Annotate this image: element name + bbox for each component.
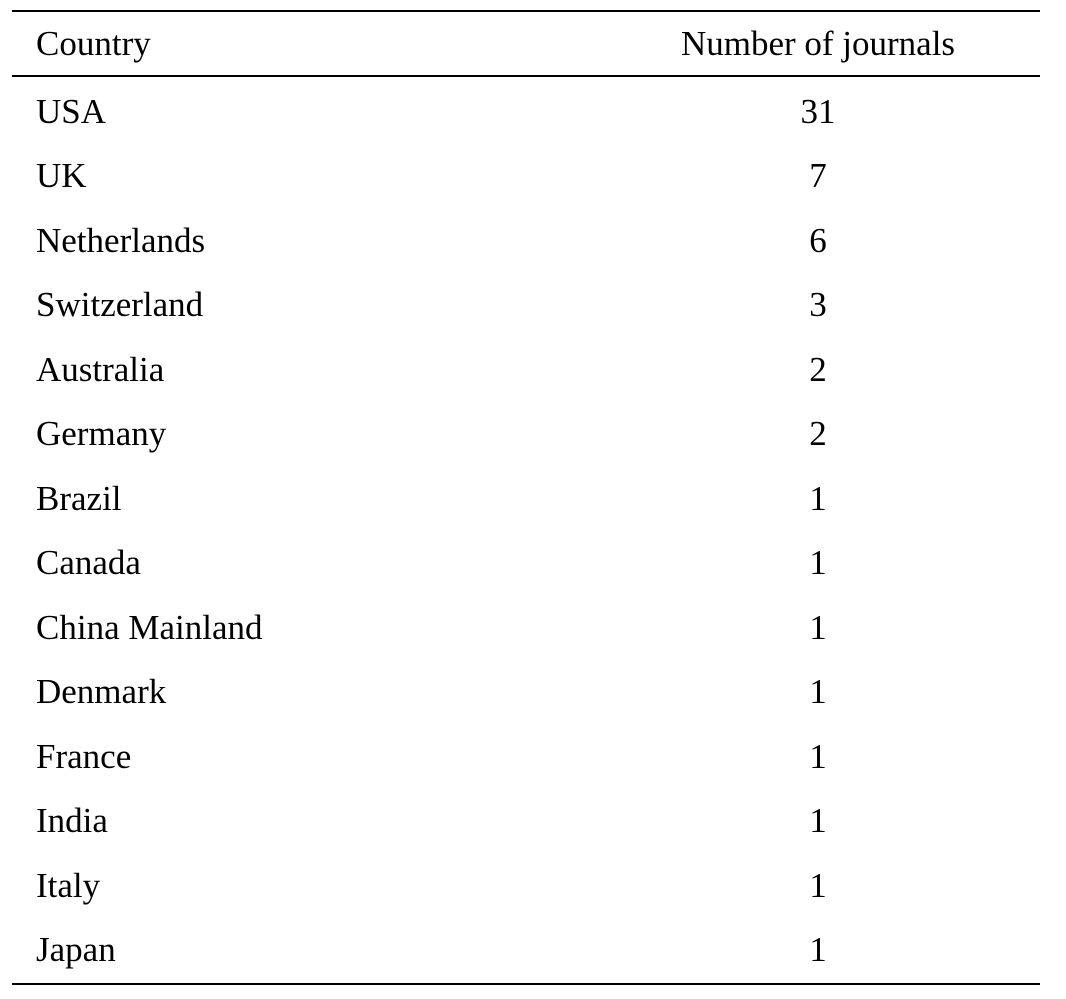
- country-cell: Germany: [36, 414, 167, 454]
- table-row: USA 31: [12, 79, 1040, 144]
- country-cell: Denmark: [36, 672, 167, 712]
- country-cell: India: [36, 801, 108, 841]
- table-row: Australia 2: [12, 337, 1040, 402]
- top-rule: [12, 10, 1040, 12]
- country-cell: Brazil: [36, 478, 122, 518]
- table-row: France 1: [12, 724, 1040, 789]
- country-cell: France: [36, 736, 132, 776]
- table-row: Netherlands 6: [12, 208, 1040, 273]
- journal-count-cell: 7: [809, 156, 827, 196]
- table-row: Denmark 1: [12, 660, 1040, 725]
- table-body: USA 31 UK 7 Netherlands 6 Switzerland 3 …: [12, 77, 1040, 983]
- table-header-row: Country Number of journals: [12, 12, 1040, 75]
- country-cell: Japan: [36, 930, 116, 970]
- table-row: UK 7: [12, 144, 1040, 209]
- table-row: Japan 1: [12, 918, 1040, 983]
- header-rule: [12, 75, 1040, 77]
- journal-count-cell: 2: [809, 349, 827, 389]
- table-row: Canada 1: [12, 531, 1040, 596]
- table-row: China Mainland 1: [12, 595, 1040, 660]
- table-row: Brazil 1: [12, 466, 1040, 531]
- country-cell: USA: [36, 91, 107, 131]
- table-row: Germany 2: [12, 402, 1040, 467]
- country-cell: Netherlands: [36, 220, 206, 260]
- country-cell: Canada: [36, 543, 141, 583]
- journal-count-cell: 1: [809, 801, 827, 841]
- journals-by-country-table: Country Number of journals USA 31 UK 7 N…: [12, 10, 1040, 985]
- journal-count-cell: 3: [809, 285, 827, 325]
- header-number-of-journals: Number of journals: [680, 24, 956, 63]
- table-row: India 1: [12, 789, 1040, 854]
- journal-count-cell: 2: [809, 414, 827, 454]
- country-cell: Switzerland: [36, 285, 204, 325]
- country-cell: Australia: [36, 349, 165, 389]
- header-country: Country: [36, 24, 151, 63]
- country-cell: UK: [36, 156, 87, 196]
- table-row: Italy 1: [12, 853, 1040, 918]
- journal-count-cell: 31: [800, 91, 836, 131]
- country-cell: China Mainland: [36, 607, 263, 647]
- journal-count-cell: 1: [809, 865, 827, 905]
- journal-count-cell: 1: [809, 478, 827, 518]
- table-row: Switzerland 3: [12, 273, 1040, 338]
- country-cell: Italy: [36, 865, 101, 905]
- journal-count-cell: 1: [809, 736, 827, 776]
- journal-count-cell: 1: [809, 607, 827, 647]
- bottom-rule: [12, 983, 1040, 985]
- journal-count-cell: 1: [809, 930, 827, 970]
- journal-count-cell: 1: [809, 543, 827, 583]
- journal-count-cell: 1: [809, 672, 827, 712]
- journal-count-cell: 6: [809, 220, 827, 260]
